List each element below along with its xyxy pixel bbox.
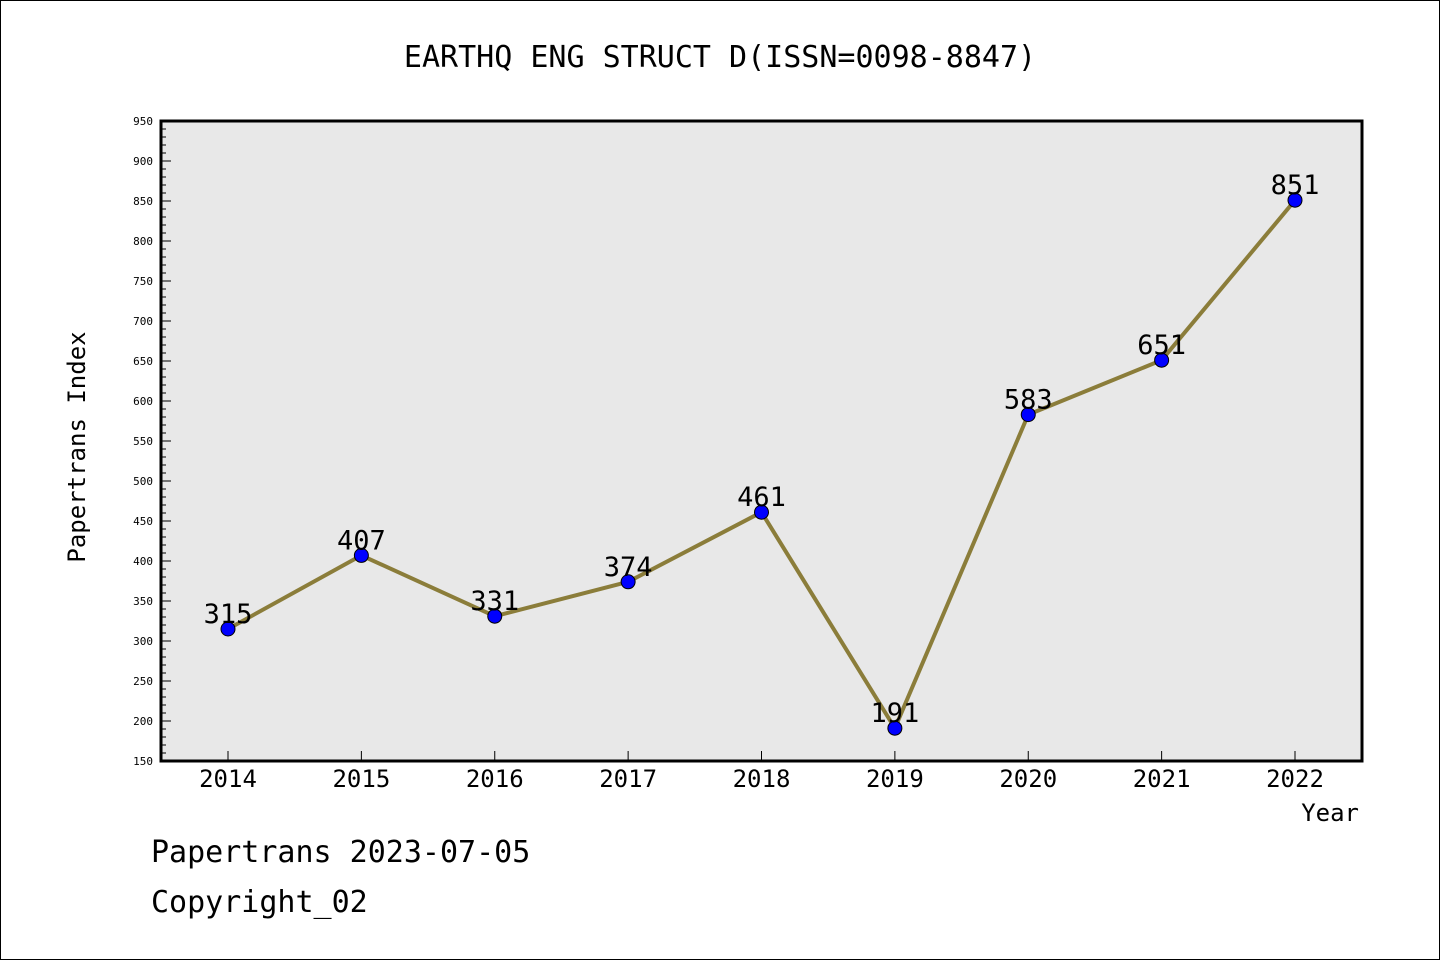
y-tick-label: 600: [133, 395, 153, 408]
data-label: 315: [204, 599, 253, 630]
y-tick-label: 400: [133, 555, 153, 568]
y-tick-label: 150: [133, 755, 153, 768]
data-label: 461: [737, 482, 786, 513]
y-tick-label: 750: [133, 275, 153, 288]
x-tick-label: 2021: [1133, 765, 1191, 793]
data-label: 407: [337, 525, 386, 556]
chart-title: EARTHQ ENG STRUCT D(ISSN=0098-8847): [404, 40, 1036, 75]
x-tick-label: 2018: [733, 765, 791, 793]
data-point: [1154, 352, 1170, 368]
data-label: 851: [1271, 170, 1320, 201]
data-point: [754, 504, 769, 520]
y-tick-label: 950: [133, 115, 153, 128]
y-tick-label: 350: [133, 595, 153, 608]
footer-copyright-text: Copyright_02: [151, 885, 368, 920]
data-labels: 315 407 331 374 461 191 583 651 851: [204, 170, 1320, 729]
x-axis-label: Year: [1301, 799, 1359, 827]
y-tick-label: 500: [133, 475, 153, 488]
y-axis: 150 200 250 300 350 400 450 500 550 600 650 700 750 8…: [133, 115, 171, 768]
data-point: [1287, 192, 1303, 208]
x-tick-label: 2015: [332, 765, 390, 793]
plot-area: [159, 119, 1364, 763]
y-tick-label: 450: [133, 515, 153, 528]
data-point: [887, 720, 903, 736]
y-tick-label: 200: [133, 715, 153, 728]
y-tick-label: 250: [133, 675, 153, 688]
x-tick-label: 2016: [466, 765, 524, 793]
y-tick-label: 850: [133, 195, 153, 208]
x-tick-label: 2022: [1266, 765, 1324, 793]
footer-date-text: Papertrans 2023-07-05: [151, 835, 531, 870]
data-label: 331: [470, 586, 519, 617]
data-point: [620, 574, 636, 590]
x-axis: 2014 2015 2016 2017 2018 2019 2020 2021 2022: [199, 751, 1324, 793]
y-tick-label: 800: [133, 235, 153, 248]
data-point: [220, 621, 236, 637]
data-point: [353, 547, 369, 563]
x-tick-label: 2019: [866, 765, 924, 793]
y-tick-label: 700: [133, 315, 153, 328]
y-tick-label: 300: [133, 635, 153, 648]
data-point: [1020, 407, 1036, 423]
x-tick-label: 2020: [999, 765, 1057, 793]
x-tick-label: 2014: [199, 765, 257, 793]
series-group: [220, 192, 1303, 736]
data-label: 374: [604, 552, 653, 583]
data-label: 583: [1004, 385, 1053, 416]
data-label: 191: [870, 698, 919, 729]
y-tick-label: 550: [133, 435, 153, 448]
data-label: 651: [1137, 330, 1186, 361]
y-tick-label: 650: [133, 355, 153, 368]
data-point: [487, 608, 503, 624]
y-axis-label: Papertrans Index: [63, 331, 91, 562]
x-tick-label: 2017: [599, 765, 657, 793]
y-tick-label: 900: [133, 155, 153, 168]
